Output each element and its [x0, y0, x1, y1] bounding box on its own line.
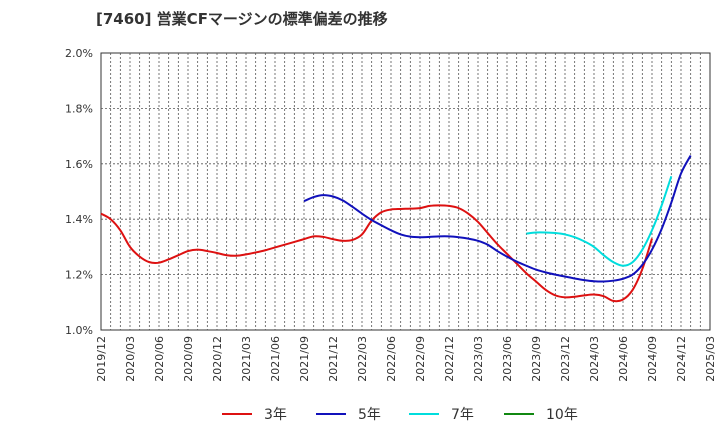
- x-tick-label: 2024/12: [675, 336, 688, 382]
- x-tick-label: 2020/09: [182, 336, 195, 382]
- x-tick-label: 2023/12: [559, 336, 572, 382]
- x-tick-label: 2021/03: [240, 336, 253, 382]
- x-tick-label: 2022/03: [356, 336, 369, 382]
- series-line-1: [303, 155, 692, 283]
- y-tick-label: 1.0%: [65, 324, 93, 337]
- x-tick-label: 2021/12: [327, 336, 340, 382]
- legend-label-3: 10年: [546, 407, 578, 423]
- series-line-0: [100, 204, 653, 303]
- x-tick-label: 2024/06: [617, 336, 630, 382]
- series-group: [100, 155, 692, 303]
- legend-label-0: 3年: [264, 407, 287, 423]
- x-tick-label: 2020/03: [124, 336, 137, 382]
- y-axis: 1.0% 1.2% 1.4% 1.6% 1.8% 2.0%: [65, 47, 93, 337]
- x-tick-label: 2019/12: [95, 336, 108, 382]
- grid: [101, 53, 710, 330]
- x-tick-label: 2023/03: [472, 336, 485, 382]
- legend-label-1: 5年: [358, 407, 381, 423]
- series-line-2: [526, 175, 673, 267]
- y-tick-label: 1.4%: [65, 213, 93, 226]
- x-tick-label: 2022/09: [414, 336, 427, 382]
- y-tick-label: 1.8%: [65, 102, 93, 115]
- y-tick-label: 2.0%: [65, 47, 93, 60]
- x-tick-label: 2022/12: [443, 336, 456, 382]
- x-tick-label: 2022/06: [385, 336, 398, 382]
- legend: 3年 5年 7年 10年: [222, 407, 578, 423]
- y-tick-label: 1.6%: [65, 158, 93, 171]
- x-tick-label: 2020/12: [211, 336, 224, 382]
- x-tick-label: 2025/03: [704, 336, 717, 382]
- x-tick-label: 2020/06: [153, 336, 166, 382]
- chart-title: [7460] 営業CFマージンの標準偏差の推移: [96, 10, 388, 28]
- x-tick-label: 2024/09: [646, 336, 659, 382]
- x-tick-label: 2024/03: [588, 336, 601, 382]
- x-tick-label: 2023/09: [530, 336, 543, 382]
- legend-label-2: 7年: [451, 407, 474, 423]
- x-tick-label: 2021/06: [269, 336, 282, 382]
- x-tick-label: 2021/09: [298, 336, 311, 382]
- y-tick-label: 1.2%: [65, 269, 93, 282]
- x-tick-label: 2023/06: [501, 336, 514, 382]
- plot-area: [100, 52, 711, 331]
- x-axis: 2019/12 2020/03 2020/06 2020/09 2020/12 2021/…: [95, 336, 717, 382]
